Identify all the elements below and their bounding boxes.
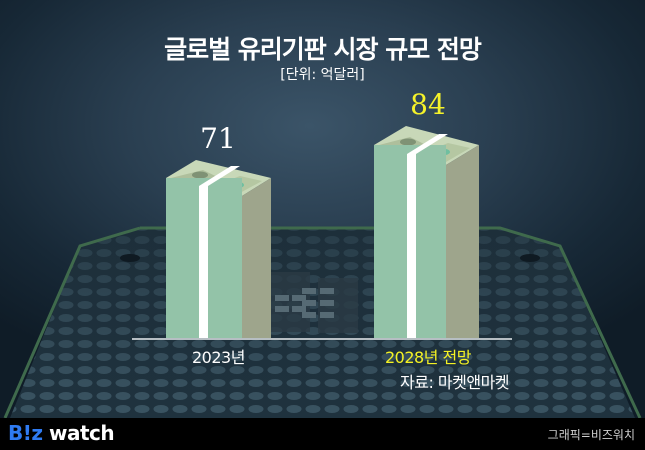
source-note: 자료: 마켓앤마켓 — [400, 373, 510, 392]
graphic-credit: 그래픽=비즈워치 — [547, 428, 635, 442]
category-label-2023: 2023년 — [192, 348, 245, 367]
value-label-2023: 71 — [200, 122, 236, 155]
bar-2028 — [374, 126, 479, 338]
bar-2023 — [166, 160, 271, 338]
category-label-2028: 2028년 전망 — [385, 348, 471, 367]
logo-biz: B!z — [8, 421, 43, 445]
footer-bar: B!z watch 그래픽=비즈워치 — [0, 418, 645, 450]
chart-title: 글로벌 유리기판 시장 규모 전망 — [164, 35, 482, 64]
value-label-2028: 84 — [410, 88, 446, 121]
unit-label: [단위: 억달러] — [280, 67, 365, 83]
bizwatch-logo: B!z watch — [8, 421, 115, 445]
logo-watch: watch — [48, 421, 115, 445]
